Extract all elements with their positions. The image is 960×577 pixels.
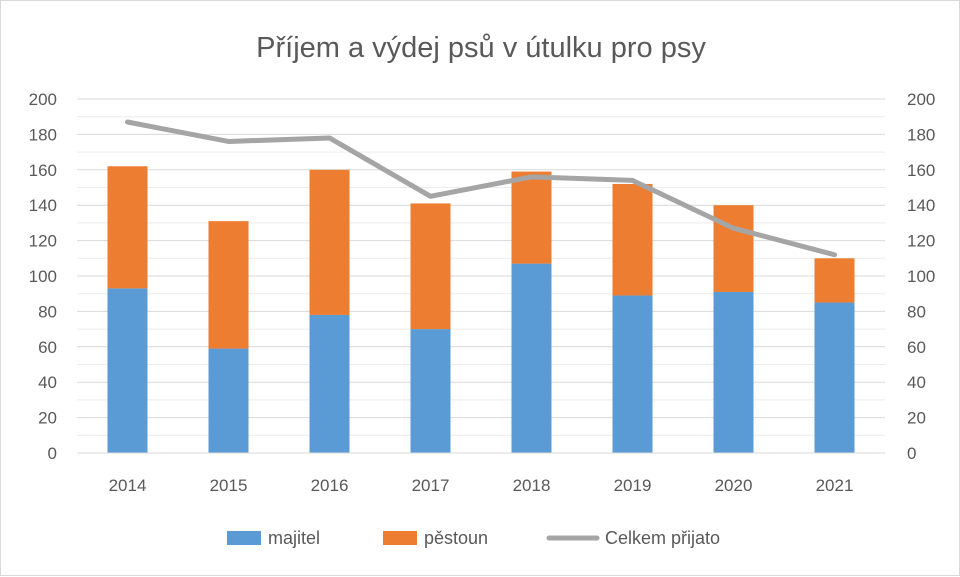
bar-pěstoun-2021	[815, 258, 855, 302]
y-tick-label: 120	[29, 232, 57, 251]
legend: majitel pěstoun Celkem přijato	[227, 528, 720, 548]
y-tick-label: 60	[38, 338, 57, 357]
x-tick-label: 2017	[412, 476, 450, 495]
x-tick-label: 2021	[816, 476, 854, 495]
y2-tick-label: 100	[907, 267, 935, 286]
bar-majitel-2017	[411, 329, 451, 453]
x-tick-label: 2018	[513, 476, 551, 495]
bar-majitel-2016	[310, 315, 350, 453]
bar-pěstoun-2017	[411, 203, 451, 329]
y-tick-label: 0	[48, 444, 57, 463]
gridlines	[77, 99, 885, 435]
y2-tick-label: 140	[907, 196, 935, 215]
bar-pěstoun-2014	[108, 166, 148, 288]
bar-majitel-2019	[613, 295, 653, 453]
legend-label: Celkem přijato	[605, 528, 720, 548]
y2-tick-label: 60	[907, 338, 926, 357]
y-tick-label: 180	[29, 125, 57, 144]
bar-majitel-2018	[512, 264, 552, 453]
y-tick-label: 100	[29, 267, 57, 286]
bar-pěstoun-2019	[613, 184, 653, 296]
bar-pěstoun-2018	[512, 172, 552, 264]
axes: 0 20 40 60 80 100 120 140 160 180 200 0 20 40 60 80 100 1…	[29, 90, 936, 495]
x-tick-label: 2015	[210, 476, 248, 495]
y2-tick-label: 200	[907, 90, 935, 109]
bars	[108, 166, 855, 453]
bar-majitel-2021	[815, 303, 855, 453]
x-tick-label: 2019	[614, 476, 652, 495]
legend-label: majitel	[268, 528, 320, 548]
legend-label: pěstoun	[424, 528, 488, 548]
bar-majitel-2014	[108, 288, 148, 453]
y2-tick-label: 120	[907, 232, 935, 251]
y-tick-label: 200	[29, 90, 57, 109]
y2-tick-label: 0	[907, 444, 916, 463]
x-tick-label: 2020	[715, 476, 753, 495]
x-tick-label: 2014	[109, 476, 147, 495]
legend-swatch	[383, 531, 417, 545]
chart-title: Příjem a výdej psů v útulku pro psy	[256, 32, 706, 64]
bar-pěstoun-2020	[714, 205, 754, 292]
y-tick-label: 20	[38, 409, 57, 428]
y-tick-label: 40	[38, 373, 57, 392]
y-tick-label: 160	[29, 161, 57, 180]
bar-pěstoun-2016	[310, 170, 350, 315]
y-tick-label: 140	[29, 196, 57, 215]
y-tick-label: 80	[38, 302, 57, 321]
bar-pěstoun-2015	[209, 221, 249, 348]
bar-majitel-2020	[714, 292, 754, 453]
y2-tick-label: 80	[907, 302, 926, 321]
y2-tick-label: 160	[907, 161, 935, 180]
y2-tick-label: 40	[907, 373, 926, 392]
bar-majitel-2015	[209, 349, 249, 453]
legend-swatch	[227, 531, 261, 545]
y2-tick-label: 180	[907, 125, 935, 144]
y2-tick-label: 20	[907, 409, 926, 428]
x-tick-label: 2016	[311, 476, 349, 495]
